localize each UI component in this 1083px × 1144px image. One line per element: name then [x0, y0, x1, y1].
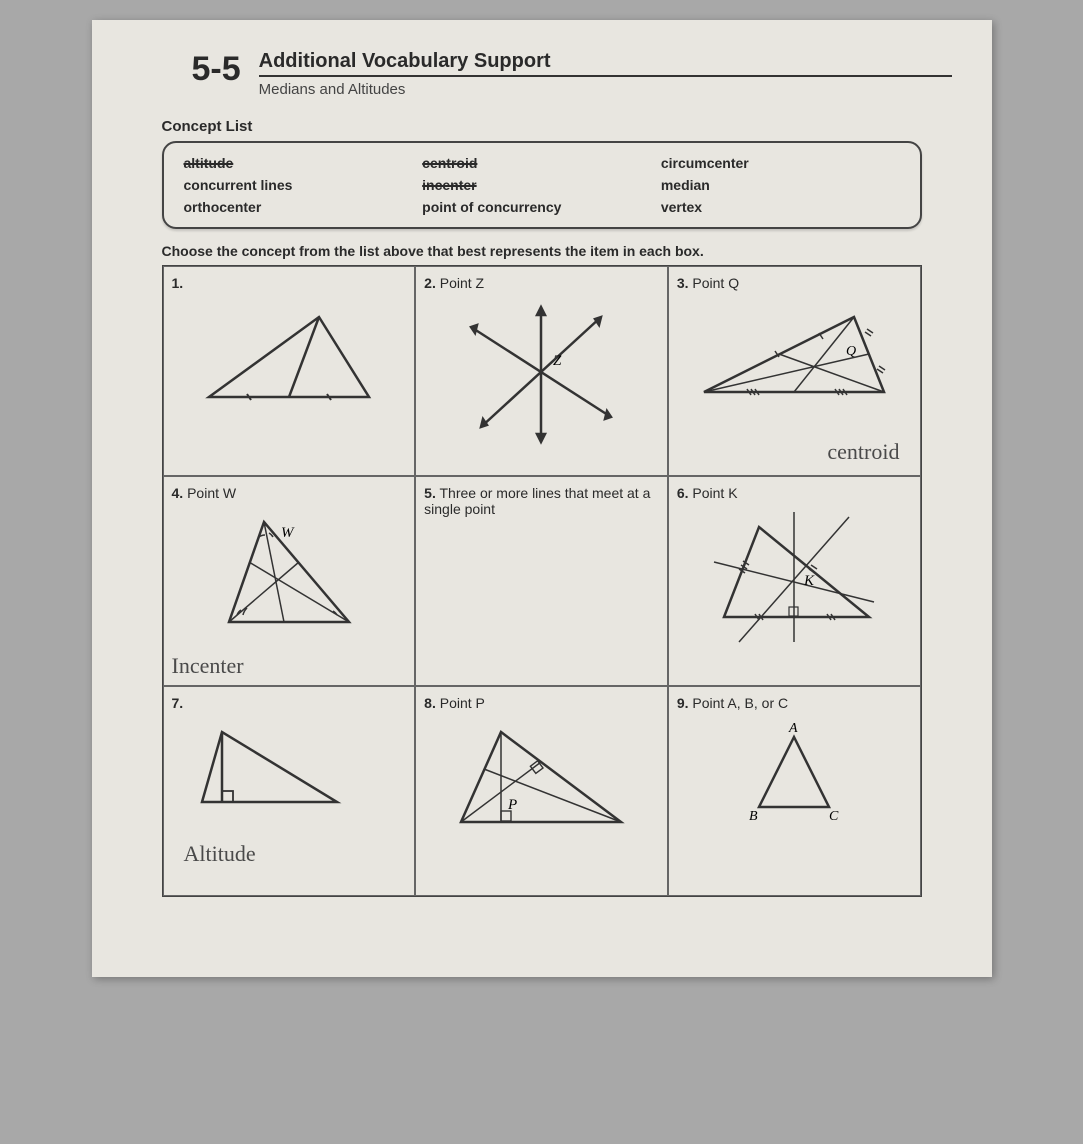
cell-9: 9. Point A, B, or C A B C	[668, 686, 921, 896]
cell-5: 5. Three or more lines that meet at a si…	[415, 476, 668, 686]
svg-text:K: K	[803, 573, 815, 589]
cell-number: 7.	[172, 695, 407, 711]
cell-label: 3. Point Q	[677, 275, 912, 291]
cell-3: 3. Point Q Q centroid	[668, 266, 921, 476]
svg-text:B: B	[749, 809, 758, 824]
cell-label: 5. Three or more lines that meet at a si…	[424, 485, 659, 517]
cell-6: 6. Point K K	[668, 476, 921, 686]
cell-label: 2. Point Z	[424, 275, 659, 291]
orthocenter-icon: P	[446, 717, 636, 837]
concurrent-lines-icon: Z	[451, 297, 631, 447]
header-right: Additional Vocabulary Support Medians an…	[259, 50, 952, 98]
handwritten-answer: centroid	[827, 439, 899, 465]
altitude-icon	[182, 717, 352, 817]
concept-item: orthocenter	[184, 199, 423, 215]
concept-list-box: altitude centroid circumcenter concurren…	[162, 141, 922, 229]
cell-7: 7. Altitude	[163, 686, 416, 896]
concept-item: point of concurrency	[422, 199, 661, 215]
handwritten-answer: Altitude	[184, 841, 256, 867]
cell-8: 8. Point P P	[415, 686, 668, 896]
header: 5-5 Additional Vocabulary Support Median…	[192, 50, 952, 98]
svg-text:Z: Z	[553, 353, 562, 369]
answer-grid: 1. 2. Point Z	[162, 265, 922, 897]
cell-label: 6. Point K	[677, 485, 912, 501]
concept-item: median	[661, 177, 900, 193]
worksheet-page: 5-5 Additional Vocabulary Support Median…	[92, 20, 992, 977]
svg-text:C: C	[829, 809, 839, 824]
page-title: Additional Vocabulary Support	[259, 50, 952, 77]
cell-label: 9. Point A, B, or C	[677, 695, 912, 711]
concept-item: circumcenter	[661, 155, 900, 171]
lesson-number: 5-5	[192, 50, 241, 89]
handwritten-answer: Incenter	[172, 653, 244, 679]
svg-text:P: P	[507, 797, 517, 813]
svg-text:Q: Q	[846, 344, 856, 359]
svg-text:W: W	[281, 525, 295, 541]
centroid-icon: Q	[689, 297, 899, 407]
vertex-icon: A B C	[729, 717, 859, 827]
incenter-icon: W	[209, 507, 369, 637]
concept-item: centroid	[422, 155, 661, 171]
cell-4: 4. Point W W Incenter	[163, 476, 416, 686]
concept-item: incenter	[422, 177, 661, 193]
cell-label: 8. Point P	[424, 695, 659, 711]
cell-1: 1.	[163, 266, 416, 476]
circumcenter-icon: K	[699, 507, 889, 647]
cell-label: 4. Point W	[172, 485, 407, 501]
concept-item: vertex	[661, 199, 900, 215]
concept-list-label: Concept List	[162, 118, 952, 135]
cell-number: 1.	[172, 275, 407, 291]
concept-item: altitude	[184, 155, 423, 171]
instruction-text: Choose the concept from the list above t…	[162, 243, 922, 259]
svg-text:A: A	[788, 721, 798, 736]
cell-2: 2. Point Z Z	[415, 266, 668, 476]
triangle-median-icon	[189, 297, 389, 417]
page-subtitle: Medians and Altitudes	[259, 81, 952, 98]
concept-item: concurrent lines	[184, 177, 423, 193]
